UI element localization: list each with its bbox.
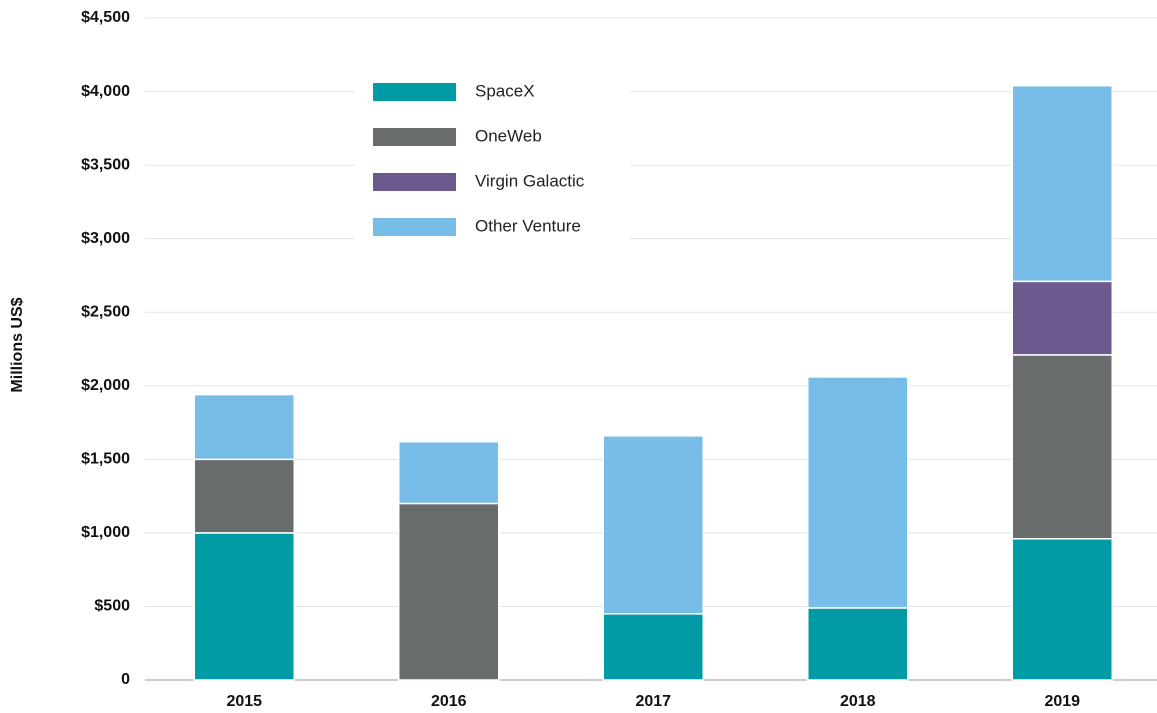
legend-label: OneWeb bbox=[475, 126, 542, 145]
legend-label: Virgin Galactic bbox=[475, 171, 585, 190]
legend-label: Other Venture bbox=[475, 216, 581, 235]
bar-segment bbox=[1011, 84, 1113, 283]
x-tick-label: 2018 bbox=[840, 693, 876, 710]
bar-segment bbox=[807, 376, 909, 609]
legend-swatch bbox=[373, 173, 456, 191]
y-tick-label: $1,500 bbox=[81, 451, 130, 468]
y-tick-label: $3,000 bbox=[81, 230, 130, 247]
x-tick-label: 2015 bbox=[226, 693, 262, 710]
legend-swatch bbox=[373, 128, 456, 146]
y-tick-label: $4,000 bbox=[81, 83, 130, 100]
y-tick-label: $4,500 bbox=[81, 9, 130, 26]
bar-segment bbox=[398, 502, 500, 681]
y-axis-label: Millions US$ bbox=[9, 297, 26, 392]
y-tick-label: $1,000 bbox=[81, 524, 130, 541]
bar-segment bbox=[193, 458, 295, 534]
bar-segment bbox=[1011, 354, 1113, 540]
y-tick-label: 0 bbox=[121, 671, 130, 688]
bar-segment bbox=[193, 393, 295, 461]
x-tick-label: 2019 bbox=[1044, 693, 1080, 710]
legend-box bbox=[355, 72, 630, 247]
bar-segment bbox=[602, 613, 704, 681]
x-tick-label: 2017 bbox=[635, 693, 671, 710]
bar-segment bbox=[398, 440, 500, 505]
legend-swatch bbox=[373, 83, 456, 101]
x-tick-label: 2016 bbox=[431, 693, 467, 710]
bar-segment bbox=[602, 435, 704, 615]
bar-segment bbox=[1011, 280, 1113, 356]
bar-segment bbox=[807, 607, 909, 681]
y-tick-label: $500 bbox=[94, 598, 130, 615]
bar-segment bbox=[193, 532, 295, 681]
bar-segment bbox=[1011, 538, 1113, 681]
y-tick-label: $2,500 bbox=[81, 303, 130, 320]
legend-label: SpaceX bbox=[475, 81, 535, 100]
y-tick-label: $2,000 bbox=[81, 377, 130, 394]
y-tick-label: $3,500 bbox=[81, 156, 130, 173]
legend-swatch bbox=[373, 218, 456, 236]
